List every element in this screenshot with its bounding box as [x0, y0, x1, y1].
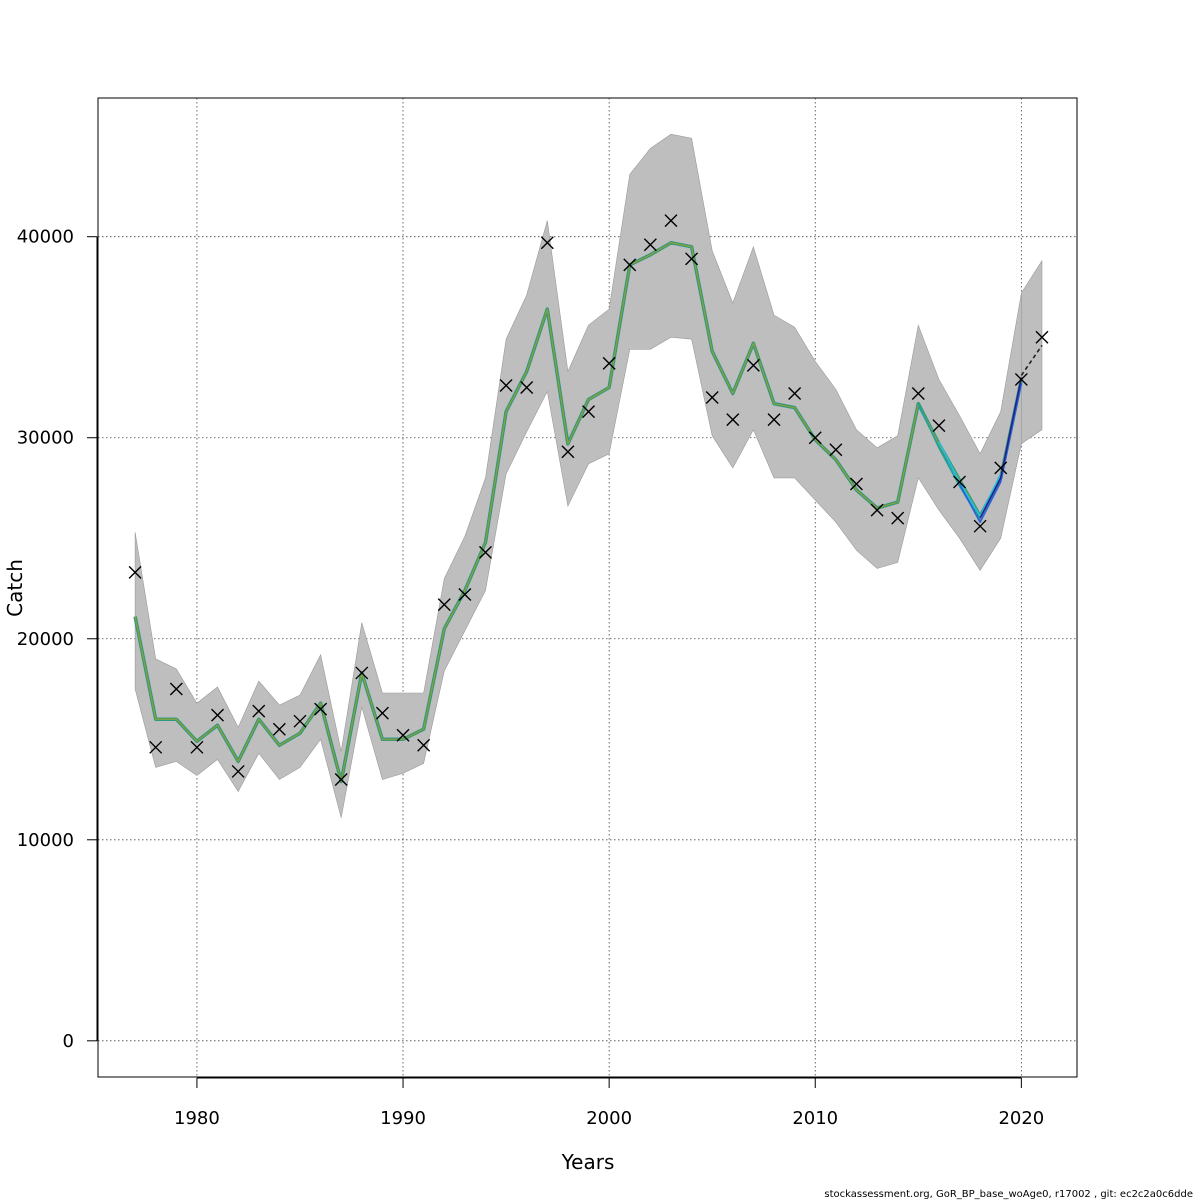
- observed-point: [746, 358, 760, 372]
- observed-point: [458, 588, 472, 602]
- observed-point: [334, 772, 348, 786]
- observed-point: [314, 702, 328, 716]
- observed-point: [396, 728, 410, 742]
- retro-line-3: [958, 383, 1023, 524]
- confidence-band-layer: [134, 133, 1043, 818]
- y-axis: 0 10000 20000 30000 40000: [17, 227, 98, 1052]
- observed-point: [808, 431, 822, 445]
- y-tick-label: 10000: [17, 830, 74, 851]
- retro-line-2: [938, 441, 1002, 517]
- observed-point: [478, 545, 492, 559]
- observed-point: [437, 598, 451, 612]
- x-axis-title: Years: [561, 1150, 615, 1174]
- observed-point: [623, 258, 637, 272]
- observed-point: [272, 722, 286, 736]
- x-tick-label: 2020: [998, 1108, 1044, 1129]
- observed-point: [953, 475, 967, 489]
- confidence-band-forecast: [1021, 259, 1043, 445]
- observed-point: [252, 704, 266, 718]
- observed-point: [643, 238, 657, 252]
- observed-point: [582, 405, 596, 419]
- observed-point: [973, 519, 987, 533]
- observed-point: [540, 236, 554, 250]
- x-tick-label: 1980: [174, 1108, 220, 1129]
- retro-line-4: [979, 377, 1023, 519]
- observed-point: [685, 252, 699, 266]
- observed-point: [932, 419, 946, 433]
- y-tick-label: 0: [63, 1031, 74, 1052]
- y-tick-label: 20000: [17, 629, 74, 650]
- fit-line: [134, 241, 1023, 783]
- observed-point: [1035, 330, 1049, 344]
- series-line-layer: [133, 240, 1043, 784]
- observed-point: [870, 503, 884, 517]
- observed-point: [726, 413, 740, 427]
- y-axis-title: Catch: [3, 559, 27, 617]
- y-tick-label: 30000: [17, 428, 74, 449]
- observed-point: [520, 380, 534, 394]
- observed-point: [788, 387, 802, 401]
- observed-point: [499, 378, 513, 392]
- x-tick-label: 2010: [792, 1108, 838, 1129]
- observed-point: [1014, 372, 1028, 386]
- observed-point: [417, 738, 431, 752]
- observed-point: [602, 356, 616, 370]
- observed-point: [767, 413, 781, 427]
- grid-layer: [98, 98, 1077, 1077]
- observed-point: [190, 740, 204, 754]
- observed-point: [994, 461, 1008, 475]
- forecast-line: [1020, 344, 1043, 376]
- x-tick-label: 1990: [380, 1108, 426, 1129]
- observed-point: [911, 387, 925, 401]
- y-tick-label: 40000: [17, 227, 74, 248]
- observed-points-layer: [128, 214, 1049, 786]
- observed-point: [375, 706, 389, 720]
- plot-frame: [97, 97, 1078, 1078]
- observed-point: [211, 708, 225, 722]
- observed-point: [705, 391, 719, 405]
- observed-point: [293, 714, 307, 728]
- observed-point: [849, 477, 863, 491]
- observed-point: [169, 682, 183, 696]
- observed-point: [149, 740, 163, 754]
- observed-point: [891, 511, 905, 525]
- observed-point: [561, 445, 575, 459]
- x-axis: 1980 1990 2000 2010 2020: [174, 1077, 1044, 1129]
- x-tick-label: 2000: [586, 1108, 632, 1129]
- observed-point: [829, 443, 843, 457]
- observed-point: [355, 666, 369, 680]
- observed-point: [664, 214, 678, 228]
- observed-point: [128, 565, 142, 579]
- footer-credit: stockassessment.org, GoR_BP_base_woAge0,…: [824, 1189, 1193, 1200]
- observed-point: [231, 764, 245, 778]
